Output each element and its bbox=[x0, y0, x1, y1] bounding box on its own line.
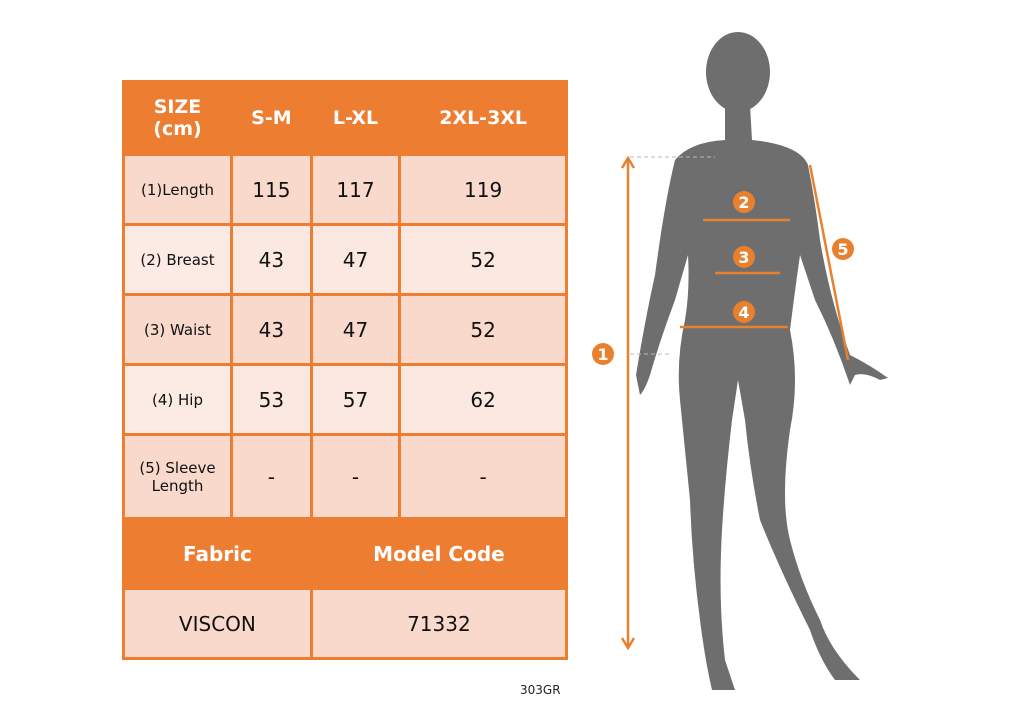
size-chart-table: SIZE (cm) S-M L-XL 2XL-3XL (1)Length 115 1… bbox=[122, 80, 569, 660]
row-label: (2) Breast bbox=[122, 223, 233, 296]
footer-header-row: Fabric Model Code bbox=[122, 517, 569, 590]
header-s-m: S-M bbox=[230, 80, 313, 156]
marker-5: 5 bbox=[837, 240, 848, 259]
marker-4: 4 bbox=[738, 303, 749, 322]
row-label: (3) Waist bbox=[122, 293, 233, 366]
header-l-xl: L-XL bbox=[309, 80, 402, 156]
guide-lines bbox=[630, 156, 715, 355]
cell: - bbox=[309, 433, 402, 520]
marker-3: 3 bbox=[738, 248, 749, 267]
table-row: (3) Waist 43 47 52 bbox=[122, 293, 568, 366]
cell: 53 bbox=[230, 363, 313, 436]
marker-1: 1 bbox=[597, 345, 608, 364]
cell: 47 bbox=[309, 223, 402, 296]
cell: 52 bbox=[398, 223, 568, 296]
body-measurement-figure: 1 2 3 4 5 bbox=[592, 32, 888, 690]
cell: 119 bbox=[398, 153, 568, 226]
cell: 52 bbox=[398, 293, 568, 366]
fabric-header: Fabric bbox=[122, 517, 313, 590]
marker-2: 2 bbox=[738, 193, 749, 212]
product-code: 303GR bbox=[520, 683, 561, 697]
fabric-value: VISCON bbox=[122, 587, 313, 660]
model-code-value: 71332 bbox=[309, 587, 569, 660]
table-row: (4) Hip 53 57 62 bbox=[122, 363, 568, 436]
measurement-markers bbox=[592, 191, 854, 365]
header-2xl-3xl: 2XL-3XL bbox=[398, 80, 568, 156]
table-row: (1)Length 115 117 119 bbox=[122, 153, 568, 226]
cell: 117 bbox=[309, 153, 402, 226]
model-code-header: Model Code bbox=[309, 517, 569, 590]
cell: 57 bbox=[309, 363, 402, 436]
cell: 115 bbox=[230, 153, 313, 226]
cell: 43 bbox=[230, 293, 313, 366]
header-row: SIZE (cm) S-M L-XL 2XL-3XL bbox=[122, 80, 568, 156]
cell: - bbox=[230, 433, 313, 520]
cell: - bbox=[398, 433, 568, 520]
footer-value-row: VISCON 71332 bbox=[122, 587, 569, 660]
row-label: (1)Length bbox=[122, 153, 233, 226]
table-row: (5) Sleeve Length - - - bbox=[122, 433, 568, 520]
row-label: (5) Sleeve Length bbox=[122, 433, 233, 520]
table-row: (2) Breast 43 47 52 bbox=[122, 223, 568, 296]
cell: 62 bbox=[398, 363, 568, 436]
header-size: SIZE (cm) bbox=[122, 80, 233, 156]
measurement-lines bbox=[620, 155, 850, 651]
silhouette bbox=[636, 32, 888, 690]
cell: 43 bbox=[230, 223, 313, 296]
row-label: (4) Hip bbox=[122, 363, 233, 436]
cell: 47 bbox=[309, 293, 402, 366]
